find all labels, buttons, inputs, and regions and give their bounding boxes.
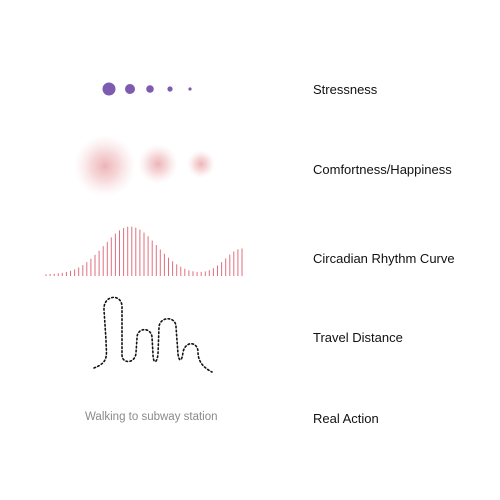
legend-circadian: Circadian Rhythm Curve bbox=[313, 251, 455, 266]
legend-real-action: Real Action bbox=[313, 411, 379, 426]
stress-dot bbox=[188, 87, 192, 91]
comfort-blobs bbox=[74, 135, 215, 197]
stress-dot bbox=[102, 82, 116, 96]
circadian-rhythm-curve bbox=[45, 226, 243, 276]
travel-distance-path bbox=[93, 296, 213, 373]
comfort-blob bbox=[187, 150, 215, 178]
stress-dot bbox=[167, 86, 173, 92]
stress-dot bbox=[146, 85, 154, 93]
real-action-description: Walking to subway station bbox=[85, 411, 218, 423]
legend-travel-distance: Travel Distance bbox=[313, 330, 403, 345]
legend-comfortness: Comfortness/Happiness bbox=[313, 162, 452, 177]
stress-dots bbox=[102, 82, 192, 96]
legend-stressness: Stressness bbox=[313, 82, 378, 97]
comfort-blob bbox=[138, 144, 178, 184]
stress-dot bbox=[125, 84, 135, 94]
comfort-blob bbox=[74, 135, 136, 197]
